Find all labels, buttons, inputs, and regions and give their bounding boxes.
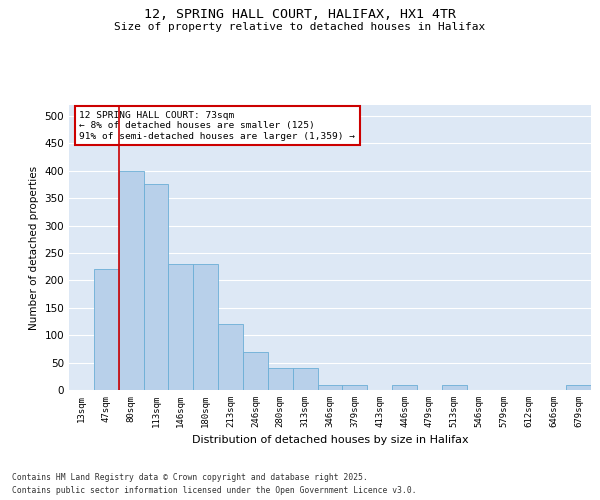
- Text: Contains public sector information licensed under the Open Government Licence v3: Contains public sector information licen…: [12, 486, 416, 495]
- Bar: [193, 264, 218, 390]
- Bar: [268, 368, 293, 390]
- Bar: [442, 384, 467, 390]
- X-axis label: Distribution of detached houses by size in Halifax: Distribution of detached houses by size …: [191, 436, 469, 446]
- Text: 12 SPRING HALL COURT: 73sqm
← 8% of detached houses are smaller (125)
91% of sem: 12 SPRING HALL COURT: 73sqm ← 8% of deta…: [79, 110, 355, 140]
- Bar: [343, 384, 367, 390]
- Bar: [317, 384, 343, 390]
- Text: Size of property relative to detached houses in Halifax: Size of property relative to detached ho…: [115, 22, 485, 32]
- Bar: [566, 384, 591, 390]
- Y-axis label: Number of detached properties: Number of detached properties: [29, 166, 39, 330]
- Bar: [392, 384, 417, 390]
- Bar: [94, 270, 119, 390]
- Text: Contains HM Land Registry data © Crown copyright and database right 2025.: Contains HM Land Registry data © Crown c…: [12, 474, 368, 482]
- Text: 12, SPRING HALL COURT, HALIFAX, HX1 4TR: 12, SPRING HALL COURT, HALIFAX, HX1 4TR: [144, 8, 456, 20]
- Bar: [119, 171, 143, 390]
- Bar: [143, 184, 169, 390]
- Bar: [293, 368, 317, 390]
- Bar: [169, 264, 193, 390]
- Bar: [218, 324, 243, 390]
- Bar: [243, 352, 268, 390]
